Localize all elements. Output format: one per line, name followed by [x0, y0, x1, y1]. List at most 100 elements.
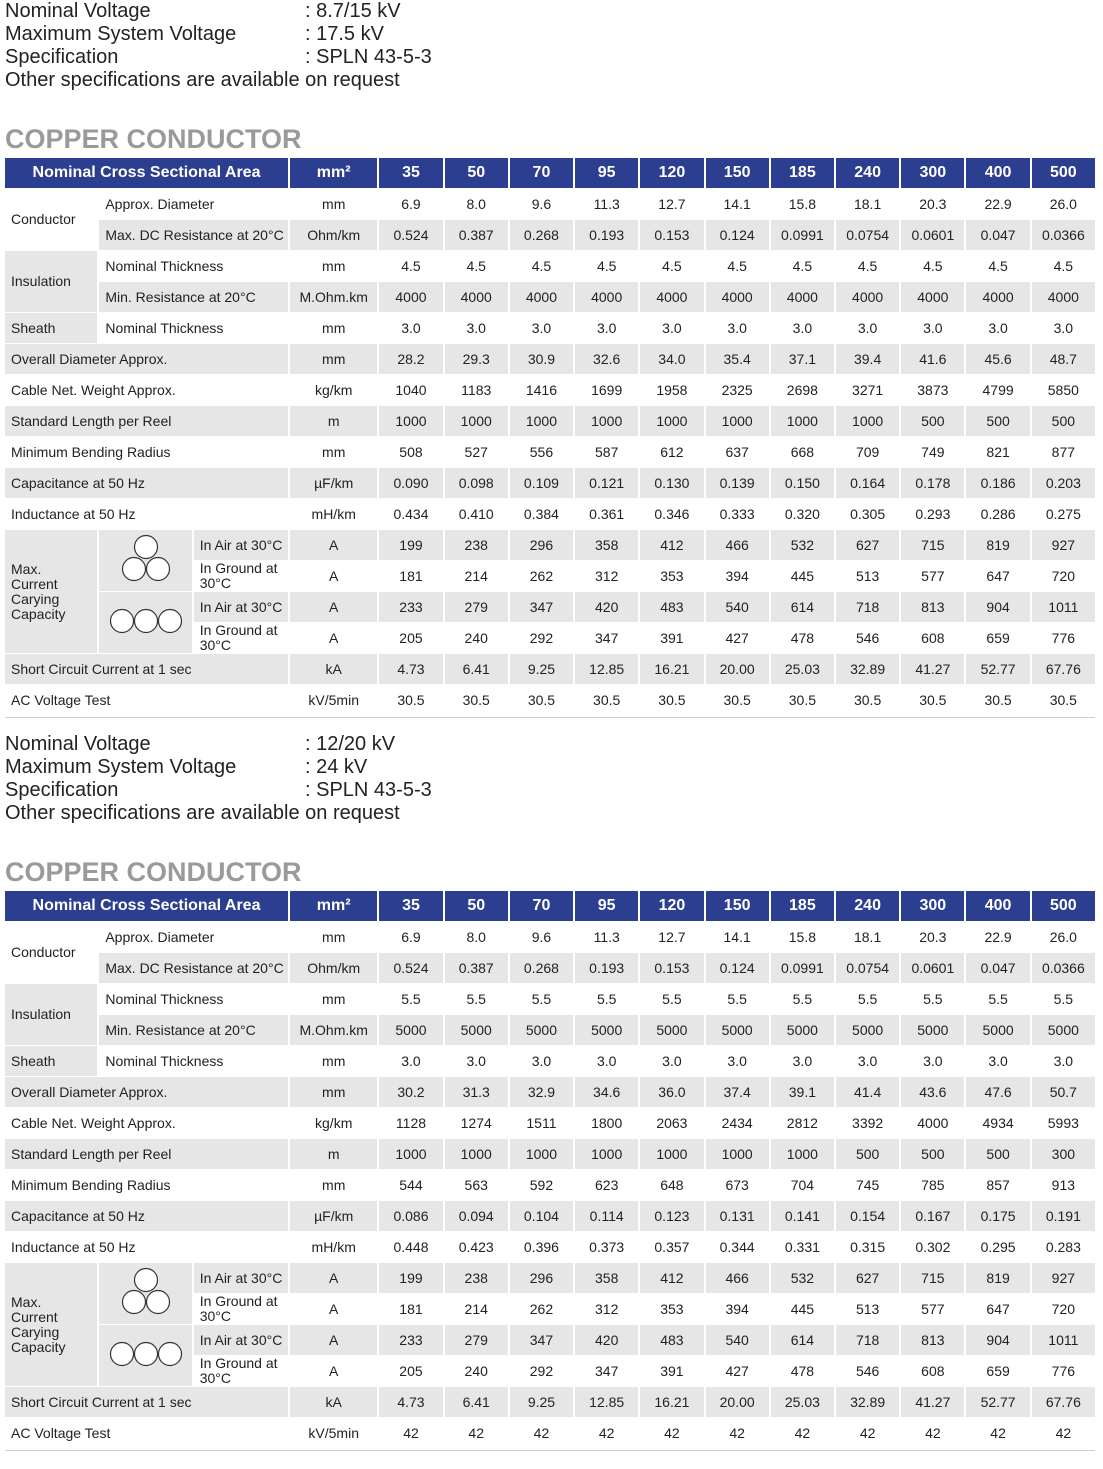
- row-label: In Ground at 30°C: [199, 622, 278, 653]
- value-cell: 0.141: [770, 1201, 834, 1231]
- value-cell: 556: [529, 443, 554, 460]
- value-cell: 32.6: [575, 344, 639, 374]
- table-row: Overall Diameter Approx. mm 30.2 31.3 32.9 34…: [5, 1077, 1095, 1107]
- value-cell: 5000: [379, 1015, 443, 1045]
- value-cell: 720: [1051, 567, 1076, 584]
- value-cell: 5000: [901, 1015, 965, 1045]
- unit-cell: kA: [290, 654, 378, 684]
- value-cell: 0.193: [575, 220, 639, 250]
- value-cell: 0.109: [509, 468, 574, 498]
- value-cell: 5.5: [988, 990, 1008, 1007]
- header-cell: 50: [444, 158, 508, 188]
- value-cell: 0.331: [784, 1238, 820, 1255]
- header-cell: 50: [444, 891, 508, 921]
- value-cell: 776: [1051, 1362, 1076, 1379]
- header-cell: 120: [640, 891, 704, 921]
- value-cell: 4000: [836, 282, 900, 312]
- spec-label: Nominal Voltage: [5, 0, 151, 22]
- value-cell: 30.5: [788, 691, 816, 708]
- value-cell: 0.0754: [836, 953, 900, 983]
- value-cell: 20.00: [705, 654, 769, 684]
- row-label: Overall Diameter Approx.: [5, 344, 289, 374]
- value-cell: 0.387: [444, 220, 508, 250]
- row-label: Standard Length per Reel: [5, 406, 289, 436]
- value-cell: 9.25: [509, 1387, 574, 1417]
- value-cell: 32.89: [836, 654, 900, 684]
- value-cell: 292: [529, 1362, 554, 1379]
- value-cell: 31.3: [444, 1077, 508, 1107]
- value-cell: 391: [660, 629, 684, 646]
- value-cell: 1511: [526, 1114, 557, 1131]
- unit-cell: mm: [322, 990, 346, 1007]
- table-row: Max. DC Resistance at 20°C Ohm/km 0.524 0.3…: [5, 220, 1095, 250]
- value-cell: 1800: [591, 1114, 623, 1131]
- value-cell: 0.0601: [901, 953, 965, 983]
- value-cell: 715: [901, 530, 965, 560]
- group-label: Conductor: [11, 211, 76, 227]
- value-cell: 0.346: [654, 505, 690, 522]
- value-cell: 199: [379, 530, 443, 560]
- spec-line: Maximum System Voltage: 17.5 kV: [5, 23, 1103, 46]
- value-cell: 20.3: [919, 195, 947, 212]
- value-cell: 0.524: [379, 220, 443, 250]
- value-cell: 30.5: [593, 691, 621, 708]
- value-cell: 1000: [575, 1139, 639, 1169]
- value-cell: 445: [790, 1300, 815, 1317]
- table-row: In Ground at 30°C A 181 214 262 312 353 394 445 5…: [5, 1294, 1095, 1324]
- table-row: Insulation Nominal Thickness mm 5.5 5.5 5.5 5.…: [5, 984, 1095, 1045]
- value-cell: 0.150: [770, 468, 834, 498]
- header-cell: 300: [901, 891, 965, 921]
- value-cell: 427: [725, 1362, 749, 1379]
- value-cell: 813: [901, 592, 965, 622]
- value-cell: 42: [990, 1424, 1006, 1441]
- value-cell: 9.25: [509, 654, 574, 684]
- row-label: Min. Resistance at 20°C: [99, 282, 289, 312]
- value-cell: 546: [855, 1362, 880, 1379]
- value-cell: 37.4: [705, 1077, 769, 1107]
- value-cell: 240: [464, 629, 488, 646]
- spec-section: Nominal Voltage: 8.7/15 kV Maximum System…: [0, 0, 1103, 718]
- value-cell: 577: [921, 567, 945, 584]
- value-cell: 1000: [705, 1139, 769, 1169]
- value-cell: 478: [790, 1362, 815, 1379]
- unit-cell: mm: [322, 1052, 346, 1069]
- value-cell: 32.89: [836, 1387, 900, 1417]
- spec-value: : 12/20 kV: [305, 733, 396, 755]
- value-cell: 205: [399, 629, 423, 646]
- value-cell: 1000: [444, 1139, 508, 1169]
- value-cell: 353: [660, 567, 684, 584]
- value-cell: 608: [921, 629, 945, 646]
- value-cell: 300: [1031, 1139, 1095, 1169]
- value-cell: 0.153: [640, 953, 704, 983]
- value-cell: 12.85: [575, 1387, 639, 1417]
- row-label: In Air at 30°C: [193, 1325, 289, 1355]
- value-cell: 4.5: [401, 257, 421, 274]
- unit-cell: kg/km: [315, 381, 353, 398]
- value-cell: 0.344: [719, 1238, 755, 1255]
- value-cell: 16.21: [640, 1387, 704, 1417]
- value-cell: 466: [705, 530, 769, 560]
- value-cell: 445: [790, 567, 815, 584]
- spec-line: Specification: SPLN 43-5-3: [5, 46, 1103, 69]
- value-cell: 668: [790, 443, 815, 460]
- table-row: Min. Resistance at 20°C M.Ohm.km 4000 4000 4…: [5, 282, 1095, 312]
- unit-cell: kV/5min: [308, 691, 359, 708]
- value-cell: 0.410: [458, 505, 494, 522]
- value-cell: 3.0: [466, 1052, 486, 1069]
- value-cell: 513: [855, 567, 880, 584]
- value-cell: 347: [595, 629, 619, 646]
- value-cell: 16.21: [640, 654, 704, 684]
- row-label: Overall Diameter Approx.: [5, 1077, 289, 1107]
- unit-cell: A: [290, 592, 378, 622]
- value-cell: 233: [379, 1325, 443, 1355]
- header-cell: 400: [966, 891, 1030, 921]
- group-label: Conductor: [11, 944, 76, 960]
- row-label: Capacitance at 50 Hz: [5, 468, 289, 498]
- specs: Nominal Voltage: 12/20 kV Maximum System …: [5, 733, 1103, 825]
- value-cell: 913: [1051, 1176, 1076, 1193]
- value-cell: 4.5: [662, 257, 682, 274]
- icon-cell: [99, 530, 192, 591]
- value-cell: 927: [1031, 1263, 1095, 1293]
- row-label: Inductance at 50 Hz: [11, 505, 136, 522]
